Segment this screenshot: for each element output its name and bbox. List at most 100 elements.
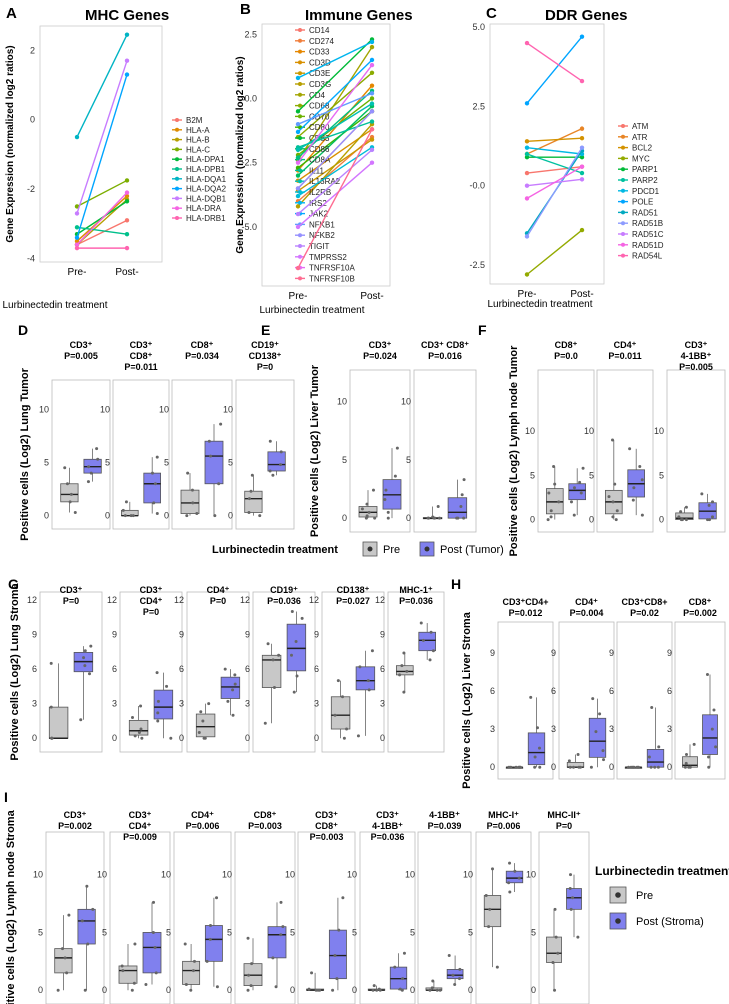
data-point bbox=[712, 708, 716, 712]
group-title: CD138⁺ bbox=[337, 585, 370, 595]
data-point bbox=[640, 478, 644, 482]
data-point bbox=[377, 987, 381, 991]
y-tick-label: 0 bbox=[227, 985, 232, 995]
y-tick-label: 0 bbox=[468, 985, 473, 995]
y-tick-label: 10 bbox=[39, 404, 49, 414]
data-point bbox=[63, 956, 67, 960]
legend-label: CD3G bbox=[309, 80, 331, 89]
data-point bbox=[683, 765, 687, 769]
series-line bbox=[76, 179, 128, 208]
point-pre bbox=[295, 224, 301, 230]
y-tick-label: 6 bbox=[179, 664, 184, 674]
y-tick-label: 3 bbox=[179, 699, 184, 709]
data-point bbox=[223, 667, 227, 671]
data-point bbox=[684, 752, 688, 756]
y-tick-label: 3 bbox=[490, 724, 495, 734]
legend-dot bbox=[175, 186, 179, 191]
legend-label: ATM bbox=[632, 122, 649, 131]
data-point bbox=[86, 480, 90, 484]
data-point bbox=[144, 982, 148, 986]
point-post bbox=[579, 126, 585, 131]
legend-label: HLA-DPA1 bbox=[186, 155, 225, 164]
box-subplot: 0 5 10 4-1BB⁺P=0.039 bbox=[405, 810, 472, 1004]
legend-dot bbox=[298, 179, 302, 184]
data-point bbox=[87, 465, 91, 469]
data-point bbox=[589, 765, 593, 769]
y-tick-label: 9 bbox=[380, 630, 385, 640]
data-point bbox=[130, 988, 134, 992]
data-point bbox=[714, 745, 718, 749]
legend-label: CD8A bbox=[309, 156, 331, 165]
point-pre bbox=[74, 204, 80, 209]
data-point bbox=[711, 500, 715, 504]
y-tick-label: 10 bbox=[159, 404, 169, 414]
box-panel-g: Positive cells (Log2) Lung Stroma 0 3 6 9 12 C… bbox=[9, 582, 445, 761]
box-post bbox=[568, 483, 586, 501]
y-tick-label: 5 bbox=[227, 927, 232, 937]
y-tick-label: 3 bbox=[380, 699, 385, 709]
data-point bbox=[533, 755, 537, 759]
box-subplot: 0 5 10 CD3⁺ CD8⁺P=0.016 bbox=[401, 340, 477, 533]
point-post bbox=[579, 145, 585, 150]
point-post bbox=[369, 147, 375, 153]
legend-post-dot bbox=[424, 546, 430, 552]
data-point bbox=[428, 658, 432, 662]
group-subtitle: CD138⁺ bbox=[249, 351, 282, 361]
y-tick-label: 5 bbox=[468, 927, 473, 937]
group-title: CD3⁺ bbox=[60, 585, 83, 595]
data-point bbox=[268, 439, 272, 443]
legend-i-post-dot bbox=[615, 918, 621, 924]
box-subplot: 0 3 6 9 CD8⁺P=0.002 bbox=[667, 597, 726, 780]
y-tick-label: 5 bbox=[659, 470, 664, 480]
legend-label: PDCD1 bbox=[632, 187, 660, 196]
legend-label: HLA-DQB1 bbox=[186, 194, 227, 203]
data-point bbox=[393, 965, 397, 969]
data-point bbox=[250, 473, 254, 477]
y-tick-label: 6 bbox=[314, 664, 319, 674]
data-point bbox=[710, 727, 714, 731]
data-point bbox=[63, 466, 67, 470]
y-tick-label: 0 bbox=[228, 511, 233, 521]
y-tick-label: 10 bbox=[347, 870, 357, 880]
data-point bbox=[372, 984, 376, 988]
legend-dot bbox=[298, 114, 302, 119]
point-pre bbox=[74, 225, 80, 230]
series-cd83 bbox=[295, 37, 375, 114]
y-tick-label: 6 bbox=[32, 664, 37, 674]
legend-label: CD33 bbox=[309, 48, 330, 57]
subplot-frame bbox=[538, 831, 590, 1004]
group-title: CD19⁺ bbox=[251, 340, 279, 350]
y-tick-label: 0 bbox=[490, 762, 495, 772]
box-post bbox=[527, 732, 546, 766]
y-tick-label: 3 bbox=[609, 724, 614, 734]
legend-label: TIGIT bbox=[309, 242, 330, 251]
data-point bbox=[169, 736, 173, 740]
point-pre bbox=[524, 139, 530, 144]
box-post bbox=[505, 870, 524, 884]
legend-label: CD80 bbox=[309, 123, 330, 132]
data-point bbox=[371, 488, 375, 492]
legend-dot bbox=[298, 49, 302, 54]
data-point bbox=[447, 954, 451, 958]
data-point bbox=[517, 876, 521, 880]
data-point bbox=[553, 482, 557, 486]
legend-pre-dot bbox=[367, 546, 373, 552]
series-line bbox=[297, 38, 373, 112]
p-value: P=0.034 bbox=[185, 351, 219, 361]
data-point bbox=[205, 959, 209, 963]
data-point bbox=[571, 896, 575, 900]
y-tick-label: 9 bbox=[490, 648, 495, 658]
legend-dot bbox=[298, 190, 302, 194]
data-point bbox=[367, 510, 371, 514]
point-post bbox=[124, 232, 130, 237]
legend-stroma: Lurbinectedin treatment Pre Post (Stroma… bbox=[595, 864, 729, 930]
series-rad54l bbox=[524, 40, 585, 84]
line-chart-a: -4 -2 0 2 Pre- Post- Gene Expression (normaliz… bbox=[5, 25, 227, 278]
box-subplot: 0 5 10 CD3⁺CD8⁺P=0.003 bbox=[285, 810, 356, 1004]
y-tick-label: 0 bbox=[380, 733, 385, 743]
data-point bbox=[373, 516, 377, 520]
y-tick-label: 9 bbox=[551, 648, 556, 658]
point-pre bbox=[74, 245, 80, 251]
y-tick-label: 2.5 bbox=[472, 101, 485, 111]
series-line bbox=[297, 120, 373, 148]
